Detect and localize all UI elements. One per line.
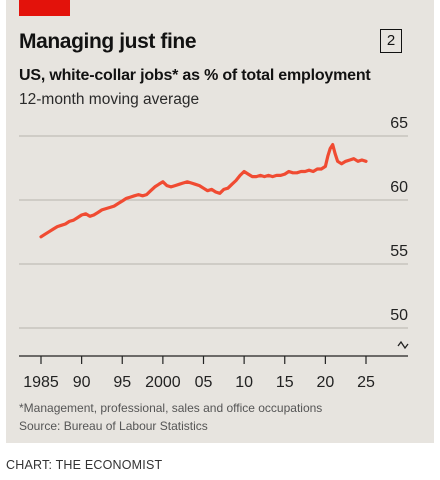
y-tick-label: 55 [390,243,408,260]
chart-subtitle-secondary: 12-month moving average [19,91,200,108]
y-tick-label: 65 [390,115,408,132]
axis-break-icon [397,340,409,350]
x-tick-label: 10 [235,374,253,391]
x-tick-label: 20 [316,374,334,391]
x-tick-label: 05 [195,374,213,391]
x-tick-label: 95 [113,374,131,391]
footnote-text: *Management, professional, sales and off… [19,401,323,415]
brand-red-bar [19,0,70,16]
y-tick-label: 60 [390,179,408,196]
source-text: Source: Bureau of Labour Statistics [19,419,208,433]
x-tick-label: 1985 [23,374,59,391]
x-tick-label: 25 [357,374,375,391]
x-tick-label: 2000 [145,374,181,391]
series-line [39,143,368,239]
chart-panel [6,0,434,443]
chart-subtitle: US, white-collar jobs* as % of total emp… [19,67,371,84]
chart-credit: CHART: THE ECONOMIST [6,458,163,472]
chart-footnote: *Management, professional, sales and off… [19,399,322,435]
x-tick-label: 15 [276,374,294,391]
chart-number-badge: 2 [380,29,402,53]
y-tick-label: 50 [390,307,408,324]
chart-title: Managing just fine [19,30,197,53]
x-tick-label: 90 [73,374,91,391]
